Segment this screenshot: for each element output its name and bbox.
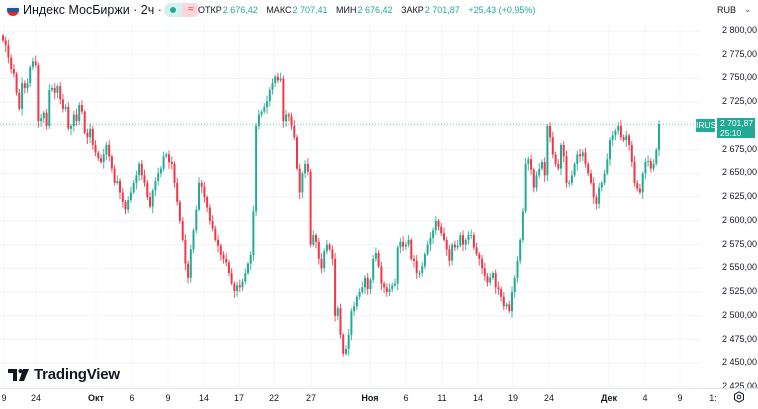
price-tick: 2 575,00 — [722, 238, 758, 249]
chevron-down-icon: ⌄ — [744, 5, 751, 14]
last-price-label: 2 701,87 25:10 — [717, 118, 755, 138]
time-tick: 6 — [403, 393, 409, 403]
market-open-status-icon[interactable] — [164, 3, 182, 17]
price-tick: 2 800,00 — [722, 25, 758, 35]
time-tick: 19 — [507, 393, 519, 403]
time-tick: 9 — [165, 393, 171, 403]
symbol-price-tag: IRUS — [696, 119, 717, 132]
price-tick: 2 600,00 — [722, 214, 758, 225]
settings-icon[interactable] — [733, 391, 745, 403]
tradingview-logo[interactable]: TradingView — [8, 366, 120, 383]
time-tick: 11 — [437, 393, 447, 403]
price-tick: 2 750,00 — [722, 72, 758, 83]
ohlc-values: ОТКР2 676,42 МАКС2 707,41 МИН2 676,42 ЗА… — [198, 5, 541, 15]
high-value: 2 707,41 — [292, 5, 328, 15]
low-label: МИН — [336, 5, 357, 15]
time-tick: 14 — [472, 393, 484, 403]
chart-header: Индекс МосБиржи · 2ч · RUS ≈ ОТКР2 676,4… — [0, 0, 758, 22]
time-tick: 17 — [233, 393, 245, 403]
status-pills: ≈ — [164, 3, 200, 17]
time-tick: 9 — [1, 393, 7, 403]
symbol-title[interactable]: Индекс МосБиржи · 2ч · RUS — [23, 3, 192, 17]
change-value: +25,43 (+0,95%) — [468, 5, 536, 15]
time-axis[interactable]: 9 24 Окт 6 9 14 17 22 27 Ноя 6 11 14 19 24 Дек 4 9 1: — [0, 388, 758, 409]
time-tick: 9 — [677, 393, 683, 403]
time-tick: 14 — [198, 393, 210, 403]
price-tick: 2 625,00 — [722, 191, 758, 202]
time-tick: 27 — [305, 393, 317, 403]
tradingview-logo-icon — [8, 368, 29, 381]
time-tick: Окт — [88, 393, 104, 403]
price-tick: 2 650,00 — [722, 167, 758, 178]
price-tick: 2 450,00 — [722, 357, 758, 368]
price-tick: 2 425,00 — [722, 381, 758, 391]
price-tick: 2 725,00 — [722, 96, 758, 107]
close-value: 2 701,87 — [424, 5, 460, 15]
time-tick: Ноя — [361, 393, 379, 403]
price-tick: 2 550,00 — [722, 262, 758, 273]
bar-countdown: 25:10 — [720, 127, 742, 138]
price-tick: 2 775,00 — [722, 48, 758, 59]
data-delay-icon[interactable]: ≈ — [182, 3, 200, 17]
price-tick: 2 675,00 — [722, 143, 758, 154]
price-axis[interactable]: 2 800,002 775,002 750,002 725,002 700,00… — [700, 22, 758, 391]
price-tick: 2 525,00 — [722, 286, 758, 297]
high-label: МАКС — [266, 5, 292, 15]
currency-label: RUB — [717, 5, 737, 15]
low-value: 2 676,42 — [357, 5, 393, 15]
currency-selector[interactable]: RUB ⌄ — [717, 2, 753, 18]
candlestick-chart[interactable] — [0, 22, 700, 387]
time-tick: 4 — [642, 393, 648, 403]
close-label: ЗАКР — [401, 5, 424, 15]
price-tick: 2 500,00 — [722, 309, 758, 320]
tradingview-logo-text: TradingView — [34, 366, 120, 383]
time-tick: 22 — [268, 393, 280, 403]
time-tick: 6 — [129, 393, 135, 403]
time-tick: 1: — [709, 393, 717, 403]
price-tick: 2 475,00 — [722, 333, 758, 344]
time-tick: Дек — [600, 393, 618, 403]
open-value: 2 676,42 — [222, 5, 258, 15]
time-tick: 24 — [30, 393, 42, 403]
russia-flag-icon — [7, 4, 19, 16]
last-price-value: 2 701,87 — [720, 118, 754, 128]
open-label: ОТКР — [198, 5, 222, 15]
time-tick: 24 — [543, 393, 555, 403]
